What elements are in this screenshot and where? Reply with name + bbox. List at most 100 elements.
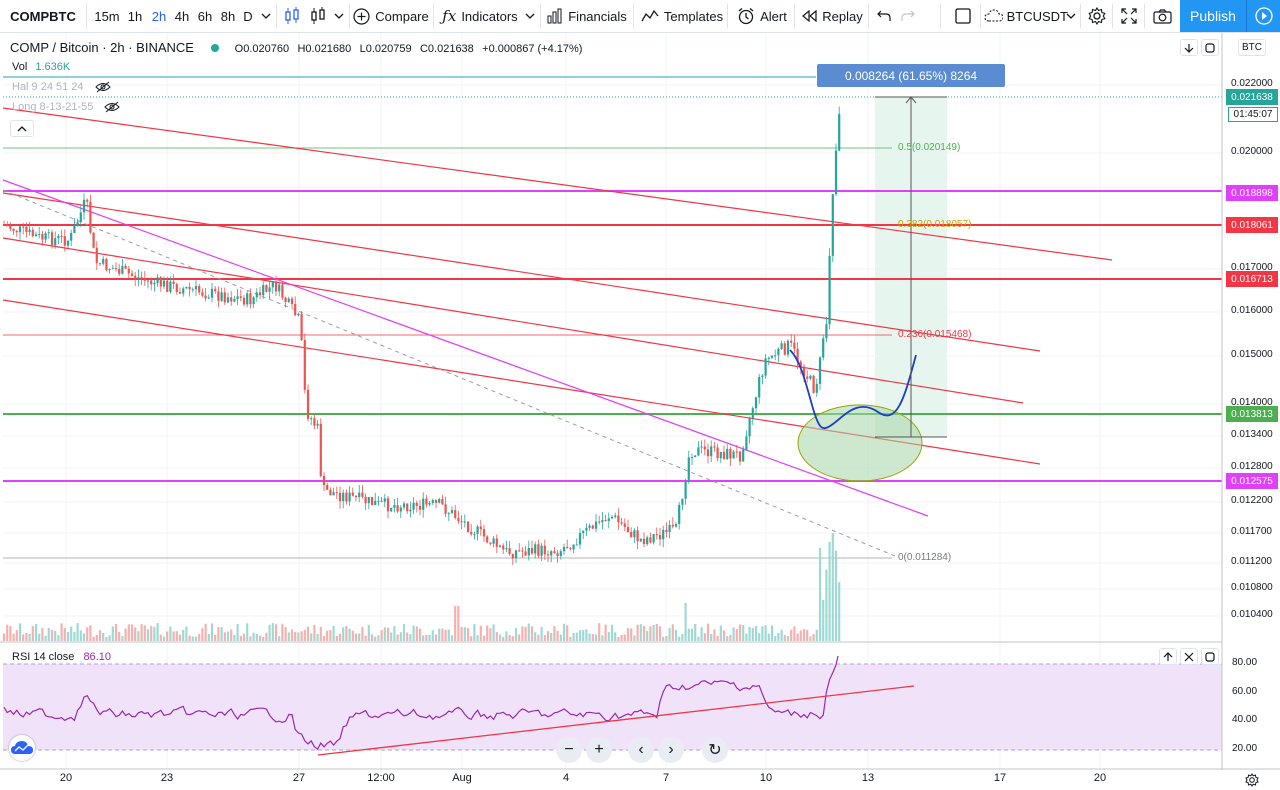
price-label: 0.021638 [1226,89,1278,105]
reset-chart-button[interactable]: ↻ [702,737,728,763]
settings-button[interactable] [1084,0,1110,32]
volume-bar [428,634,431,641]
candle-body [111,268,114,270]
fullscreen-button[interactable] [1116,0,1142,32]
candle-body [553,551,556,554]
indicators-dropdown[interactable] [522,0,538,32]
publish-button[interactable]: Publish [1180,0,1246,32]
time-tick: 23 [160,772,174,784]
publish-dropdown-button[interactable] [1246,0,1280,32]
interval-15m[interactable]: 15m [94,8,120,24]
countdown-label: 01:45:07 [1233,109,1273,120]
candle-body [86,199,89,202]
volume-bar [818,547,822,641]
interval-8h[interactable]: 8h [220,8,236,24]
zoom-out-button[interactable]: − [556,737,582,763]
layout-button[interactable] [950,0,976,32]
candle-body [562,547,566,552]
financials-button[interactable]: Financials [546,0,628,32]
volume-bar [226,631,230,641]
trendline-1 [2,107,1113,261]
volume-bar [591,634,594,641]
redo-button[interactable] [898,0,918,32]
time-tick: 12:00 [367,772,395,784]
volume-bar [265,632,268,641]
volume-bar [534,632,537,641]
chart-type-button[interactable] [280,0,304,32]
watchlist-symbol-button[interactable]: BTCUSDT [984,0,1068,32]
candle-body [214,288,217,292]
replay-button[interactable]: Replay [800,0,864,32]
symbol-search-button[interactable]: COMPBTC [4,0,82,32]
volume-bar [54,630,57,641]
templates-button[interactable]: Templates [640,0,724,32]
volume-bar [479,625,482,641]
scroll-left-button[interactable]: ‹ [628,737,654,763]
maximize-pane-button[interactable] [1201,648,1219,665]
volume-bar [476,635,479,641]
ohlc-open: O0.020760 [234,43,290,55]
intervals-dropdown[interactable] [258,0,274,32]
candle-body [345,492,348,502]
watch-symbol-dropdown[interactable] [1064,0,1078,32]
volume-bar [162,636,166,641]
candle-body [134,275,137,279]
tradingview-logo[interactable] [9,735,35,761]
replay-label: Replay [822,8,863,24]
chart-grid [3,33,1222,769]
candle-body [495,538,498,547]
interval-1h[interactable]: 1h [127,8,143,24]
currency-badge[interactable]: BTC [1238,39,1266,56]
candle-body [457,517,460,522]
scroll-right-button[interactable]: › [658,737,684,763]
volume-bar [249,636,252,641]
pane-down-button[interactable] [1180,39,1198,56]
interval-2h[interactable]: 2h [151,8,167,24]
volume-bar [44,635,47,641]
candle-body [175,283,178,292]
candle-body [169,281,172,292]
indicators-button[interactable]: ƒx Indicators [440,0,520,32]
candle-body [738,451,742,462]
candle-body [258,292,262,296]
close-pane-button[interactable] [1180,648,1198,665]
chart-settings-button[interactable] [1243,771,1261,789]
bar-style-button[interactable] [306,0,330,32]
volume-bar [438,628,441,641]
undo-button[interactable] [874,0,894,32]
price-label: 0.013813 [1226,406,1278,422]
volume-bar [812,634,815,641]
candle-body [402,503,406,508]
symbol-name: COMPBTC [10,8,76,24]
zoom-in-button[interactable]: + [586,737,612,763]
pane-maximize-button[interactable] [1201,39,1219,56]
volume-bar [754,626,758,641]
candle-body [428,503,431,505]
interval-d[interactable]: D [243,8,253,24]
volume-bar [828,541,831,641]
volume-bar [185,626,188,641]
divider [349,4,350,28]
candle-body [662,529,665,540]
interval-6h[interactable]: 6h [197,8,213,24]
volume-bar [9,626,12,641]
divider [433,4,434,28]
eye-crossed-icon[interactable] [104,101,121,113]
alert-button[interactable]: Alert [734,0,790,32]
chart-type-dropdown[interactable] [331,0,347,32]
volume-bar [601,635,604,641]
interval-4h[interactable]: 4h [174,8,190,24]
candle-body [310,418,313,420]
volume-bar [402,624,406,641]
eye-crossed-icon[interactable] [94,81,111,93]
candle-body [284,297,287,303]
move-pane-up-button[interactable] [1159,648,1177,665]
snapshot-button[interactable] [1148,0,1176,32]
chart-canvas[interactable] [0,33,1280,790]
volume-bar [258,635,262,641]
rsi-tick: 40.00 [1232,714,1258,725]
candle-body [812,375,815,393]
compare-button[interactable]: Compare [353,0,429,32]
collapse-legend-button[interactable] [10,120,34,137]
arrow-up-icon [1163,651,1173,661]
